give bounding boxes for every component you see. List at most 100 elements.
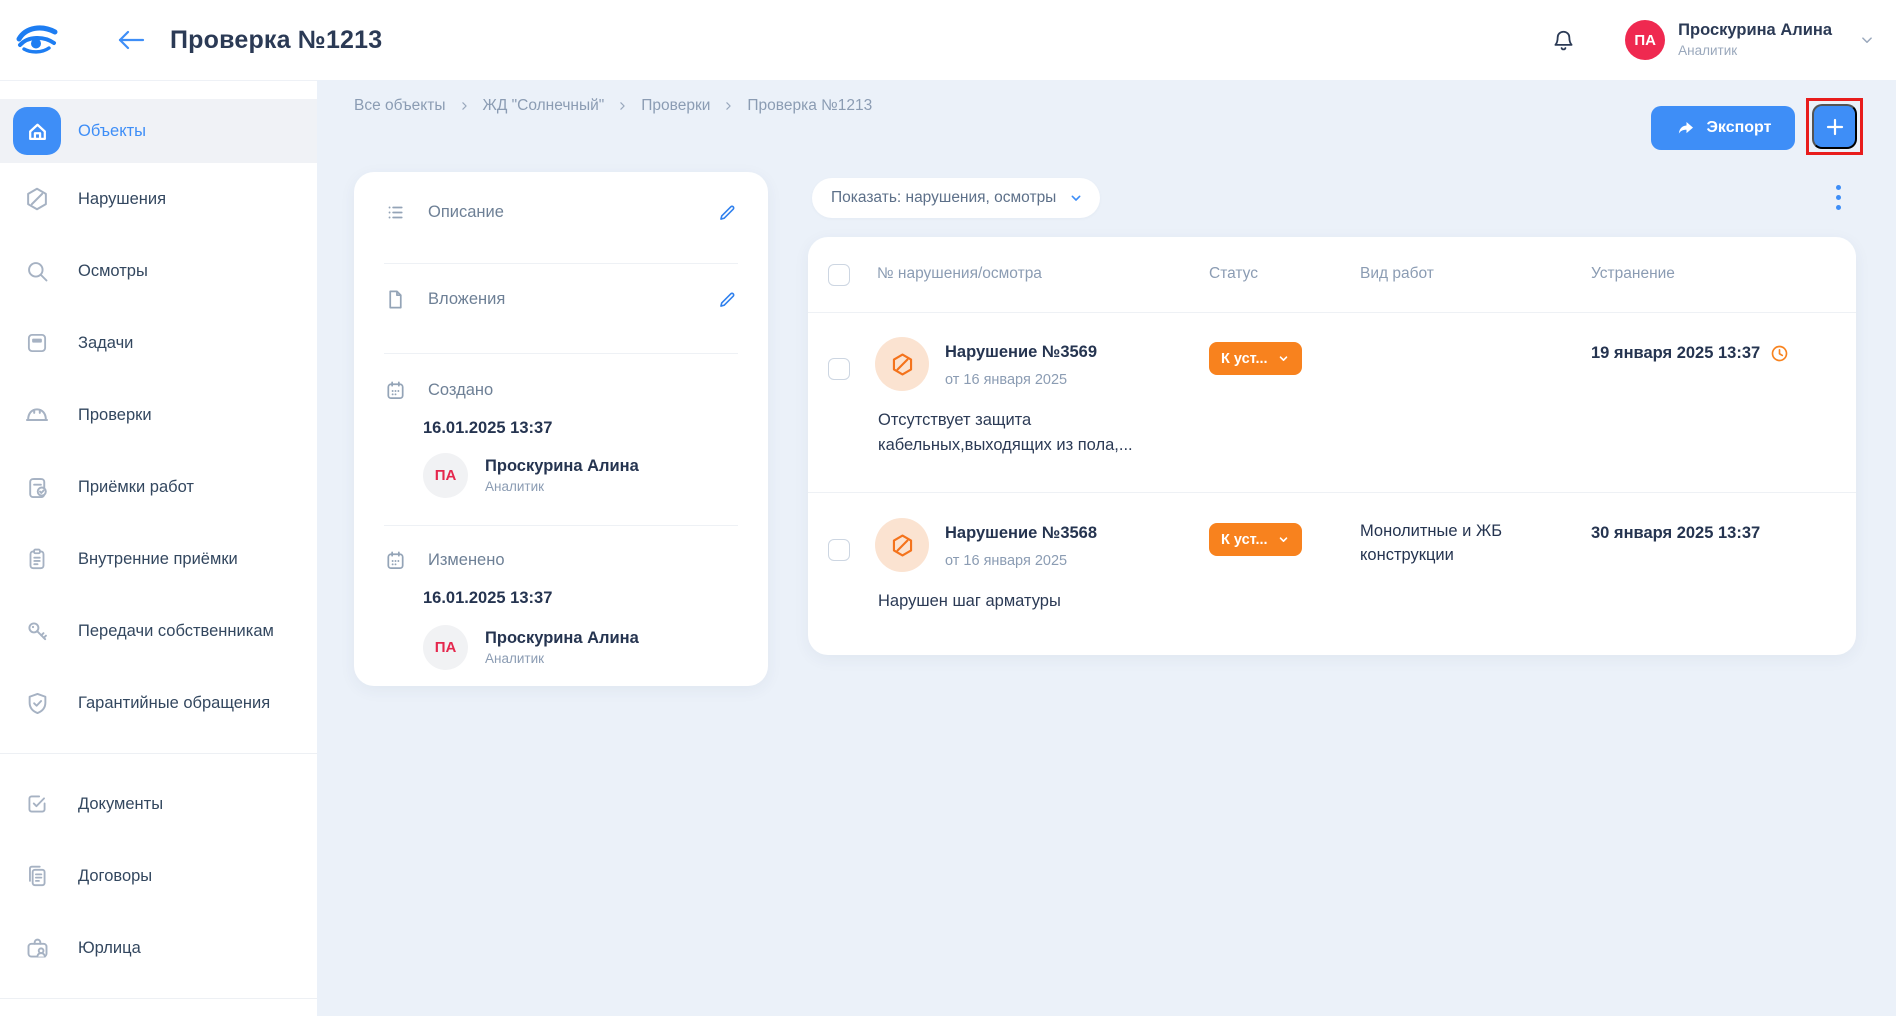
- sidebar-item[interactable]: Документы: [0, 768, 317, 840]
- modified-label: Изменено: [428, 551, 505, 569]
- sidebar-item[interactable]: Задачи: [0, 307, 317, 379]
- sidebar-item-label: Осмотры: [78, 261, 148, 280]
- sidebar-item-label: Гарантийные обращения: [78, 693, 271, 712]
- export-button[interactable]: Экспорт: [1651, 106, 1795, 150]
- ban-icon: [13, 175, 61, 223]
- chevron-down-icon: [1277, 352, 1290, 365]
- sidebar-item[interactable]: Передачи собственникам: [0, 595, 317, 667]
- chevron-right-icon: [459, 99, 470, 113]
- sidebar-item[interactable]: Гарантийные обращения: [0, 667, 317, 739]
- user-block[interactable]: Проскурина Алина Аналитик: [1678, 21, 1832, 58]
- sidebar-item-label: Внутренние приёмки: [78, 549, 238, 568]
- table-header: № нарушения/осмотра Статус Вид работ Уст…: [808, 237, 1856, 312]
- ban-icon: [889, 351, 916, 378]
- chevron-right-icon: [723, 99, 734, 113]
- breadcrumb-item[interactable]: Проверка №1213: [747, 97, 873, 114]
- modified-user: ПА Проскурина Алина Аналитик: [423, 625, 639, 670]
- divider: [808, 312, 1856, 313]
- violation-date: от 16 января 2025: [945, 553, 1068, 569]
- user-menu-chevron-down-icon[interactable]: [1858, 31, 1876, 49]
- created-row: Создано: [384, 379, 738, 402]
- modified-user-name: Проскурина Алина: [485, 629, 639, 647]
- status-badge[interactable]: К уст...: [1209, 342, 1302, 375]
- sidebar-divider: [0, 753, 317, 754]
- table-actions-kebab-icon[interactable]: [1820, 176, 1856, 218]
- inspection-details-card: Описание Вложения Создано: [354, 172, 768, 686]
- search-icon: [13, 247, 61, 295]
- sidebar-item-label: Приёмки работ: [78, 477, 194, 496]
- doc-check-icon: [13, 780, 61, 828]
- sidebar-item[interactable]: Внутренние приёмки: [0, 523, 317, 595]
- table-row: Нарушение №3569 от 16 января 2025 К уст...…: [808, 312, 1856, 492]
- violations-table-body: Нарушение №3569 от 16 января 2025 К уст...…: [808, 312, 1856, 655]
- breadcrumb-item[interactable]: Все объекты: [354, 97, 446, 114]
- status-badge[interactable]: К уст...: [1209, 523, 1302, 556]
- select-all-checkbox[interactable]: [828, 264, 850, 286]
- user-avatar[interactable]: ПА: [1625, 20, 1666, 60]
- created-label: Создано: [428, 381, 494, 399]
- sidebar-item-label: Задачи: [78, 333, 134, 352]
- page-title: Проверка №1213: [170, 25, 383, 54]
- sidebar-item[interactable]: Договоры: [0, 840, 317, 912]
- violation-title[interactable]: Нарушение №3568: [945, 524, 1098, 542]
- violation-avatar: [875, 337, 929, 391]
- column-header-number: № нарушения/осмотра: [877, 265, 1042, 282]
- divider: [384, 353, 738, 354]
- divider: [384, 263, 738, 264]
- sidebar-item[interactable]: Юрлица: [0, 912, 317, 984]
- created-user-role: Аналитик: [485, 479, 545, 494]
- sidebar-item-label: Передачи собственникам: [78, 621, 274, 640]
- sidebar-item[interactable]: Приёмки работ: [0, 451, 317, 523]
- annotation-red-highlight-box: [1806, 98, 1863, 155]
- edit-description-pencil-icon[interactable]: [717, 202, 738, 223]
- violation-title[interactable]: Нарушение №3569: [945, 343, 1098, 361]
- breadcrumb-item[interactable]: Проверки: [641, 97, 711, 114]
- clipboard-list-icon: [13, 535, 61, 583]
- contracts-icon: [13, 852, 61, 900]
- modified-user-role: Аналитик: [485, 651, 545, 666]
- app-logo-eye-icon[interactable]: [14, 22, 60, 58]
- table-row: Нарушение №3568 от 16 января 2025 К уст...…: [808, 492, 1856, 655]
- description-row: Описание: [384, 201, 738, 224]
- key-icon: [13, 607, 61, 655]
- breadcrumb: Все объекты ЖД "Солнечный" Проверки Проверк…: [354, 97, 872, 115]
- row-checkbox[interactable]: [828, 358, 850, 380]
- violation-date: от 16 января 2025: [945, 372, 1068, 388]
- show-filter-dropdown[interactable]: Показать: нарушения, осмотры: [812, 178, 1101, 218]
- edit-attachments-pencil-icon[interactable]: [717, 289, 738, 310]
- calendar-icon: [384, 379, 407, 402]
- row-checkbox[interactable]: [828, 539, 850, 561]
- sidebar-item[interactable]: Нарушения: [0, 163, 317, 235]
- created-date: 16.01.2025 13:37: [423, 419, 553, 437]
- task-icon: [13, 319, 61, 367]
- hardhat-icon: [13, 391, 61, 439]
- violation-description: Отсутствует защита кабельных,выходящих и…: [878, 411, 1133, 454]
- add-button[interactable]: [1812, 104, 1857, 149]
- resolution-date-text: 30 января 2025 13:37: [1591, 524, 1761, 542]
- user-role: Аналитик: [1678, 43, 1738, 59]
- breadcrumb-item[interactable]: ЖД "Солнечный": [482, 97, 605, 114]
- sidebar-item-label: Договоры: [78, 866, 153, 885]
- sidebar-item-label: Объекты: [78, 121, 147, 140]
- attachments-row: Вложения: [384, 288, 738, 311]
- file-icon: [384, 288, 407, 311]
- sidebar-item[interactable]: Осмотры: [0, 235, 317, 307]
- app-header: Проверка №1213 ПА Проскурина Алина Анали…: [0, 0, 1896, 80]
- created-user: ПА Проскурина Алина Аналитик: [423, 453, 639, 498]
- column-header-status: Статус: [1209, 265, 1258, 282]
- divider: [384, 525, 738, 526]
- sidebar-item-label: Проверки: [78, 405, 152, 424]
- sidebar-item-label: Нарушения: [78, 189, 167, 208]
- clock-icon: [1769, 343, 1790, 364]
- sidebar-item[interactable]: Объекты: [0, 99, 317, 163]
- modified-row: Изменено: [384, 549, 738, 572]
- back-arrow-icon[interactable]: [112, 21, 150, 59]
- sidebar-item-label: Юрлица: [78, 938, 141, 957]
- violations-table: № нарушения/осмотра Статус Вид работ Уст…: [808, 237, 1856, 655]
- home-icon: [13, 107, 61, 155]
- resolution-date: 30 января 2025 13:37: [1591, 524, 1760, 543]
- notifications-bell-icon[interactable]: [1547, 24, 1579, 56]
- sidebar-item[interactable]: Проверки: [0, 379, 317, 451]
- header-right: ПА Проскурина Алина Аналитик: [1547, 20, 1876, 60]
- status-label: К уст...: [1221, 350, 1268, 367]
